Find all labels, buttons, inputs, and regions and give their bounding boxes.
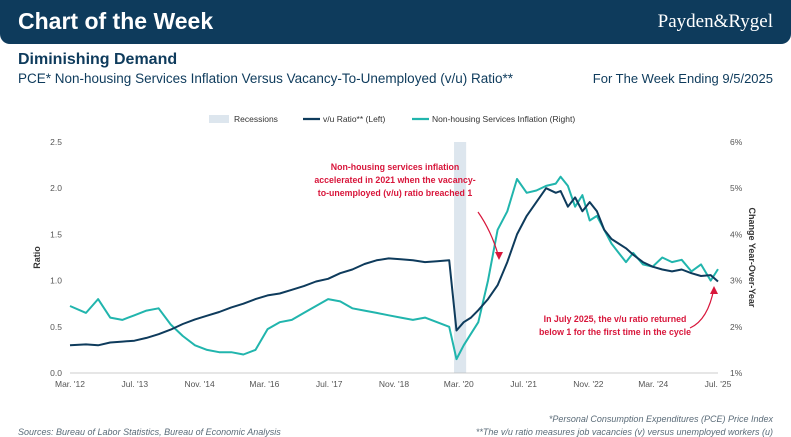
annotation-vu-line: below 1 for the first time in the cycle (539, 327, 691, 337)
x-tick-label: Mar. '20 (444, 379, 474, 389)
y-left-tick-label: 2.5 (50, 137, 62, 147)
legend-label-inflation: Non-housing Services Inflation (Right) (432, 114, 575, 124)
y-right-tick-label: 3% (730, 276, 743, 286)
week-ending: For The Week Ending 9/5/2025 (592, 71, 773, 86)
legend-swatch-recessions (209, 115, 229, 123)
annotation-arrowhead-vu (710, 286, 718, 294)
footnote-pce: *Personal Consumption Expenditures (PCE)… (548, 414, 773, 424)
y-right-tick-label: 1% (730, 368, 743, 378)
sources-note: Sources: Bureau of Labor Statistics, Bur… (18, 427, 281, 437)
y-left-tick-label: 1.5 (50, 229, 62, 239)
chart-title: Diminishing Demand (18, 51, 178, 68)
y-right-tick-label: 4% (730, 229, 743, 239)
annotation-inflation-line: to-unemployed (v/u) ratio breached 1 (318, 188, 473, 198)
chart-subtitle: PCE* Non-housing Services Inflation Vers… (18, 71, 513, 86)
banner-title: Chart of the Week (18, 8, 214, 34)
legend-label-recessions: Recessions (234, 114, 278, 124)
annotation-inflation-line: Non-housing services inflation (331, 162, 460, 172)
x-tick-label: Jul. '17 (316, 379, 343, 389)
annotation-vu-line: In July 2025, the v/u ratio returned (544, 314, 687, 324)
y-left-axis-label: Ratio (32, 246, 42, 269)
y-right-tick-label: 6% (730, 137, 743, 147)
y-left-tick-label: 0.5 (50, 322, 62, 332)
brand-logo: Payden&Rygel (657, 11, 773, 32)
annotation-arrowhead-inflation (495, 252, 503, 260)
series-line-vu (69, 187, 719, 347)
y-left-tick-label: 0.0 (50, 368, 62, 378)
legend-label-vu: v/u Ratio** (Left) (323, 114, 386, 124)
x-tick-label: Jul. '25 (705, 379, 732, 389)
x-tick-label: Nov. '18 (379, 379, 410, 389)
footnote-vu: **The v/u ratio measures job vacancies (… (475, 427, 773, 437)
y-left-tick-label: 1.0 (50, 276, 62, 286)
x-tick-label: Nov. '22 (573, 379, 604, 389)
x-tick-label: Jul. '21 (510, 379, 537, 389)
y-right-tick-label: 5% (730, 183, 743, 193)
x-tick-label: Nov. '14 (184, 379, 215, 389)
y-left-tick-label: 2.0 (50, 183, 62, 193)
x-tick-label: Mar. '24 (638, 379, 668, 389)
series-line-inflation (69, 175, 719, 361)
x-tick-label: Mar. '12 (55, 379, 85, 389)
x-tick-label: Jul. '13 (121, 379, 148, 389)
y-right-axis-label: Change Year-Over-Year (747, 208, 757, 308)
y-right-tick-label: 2% (730, 322, 743, 332)
x-tick-label: Mar. '16 (249, 379, 279, 389)
recession-band (454, 142, 467, 373)
annotation-inflation-line: accelerated in 2021 when the vacancy- (314, 175, 475, 185)
banner: Chart of the Week Payden&Rygel (0, 0, 791, 44)
chart-svg: 0.0 0.5 1.0 1.5 2.0 2.5 1% 2% 3% 4% 5% 6% Mar. '12 Ju… (32, 114, 757, 389)
